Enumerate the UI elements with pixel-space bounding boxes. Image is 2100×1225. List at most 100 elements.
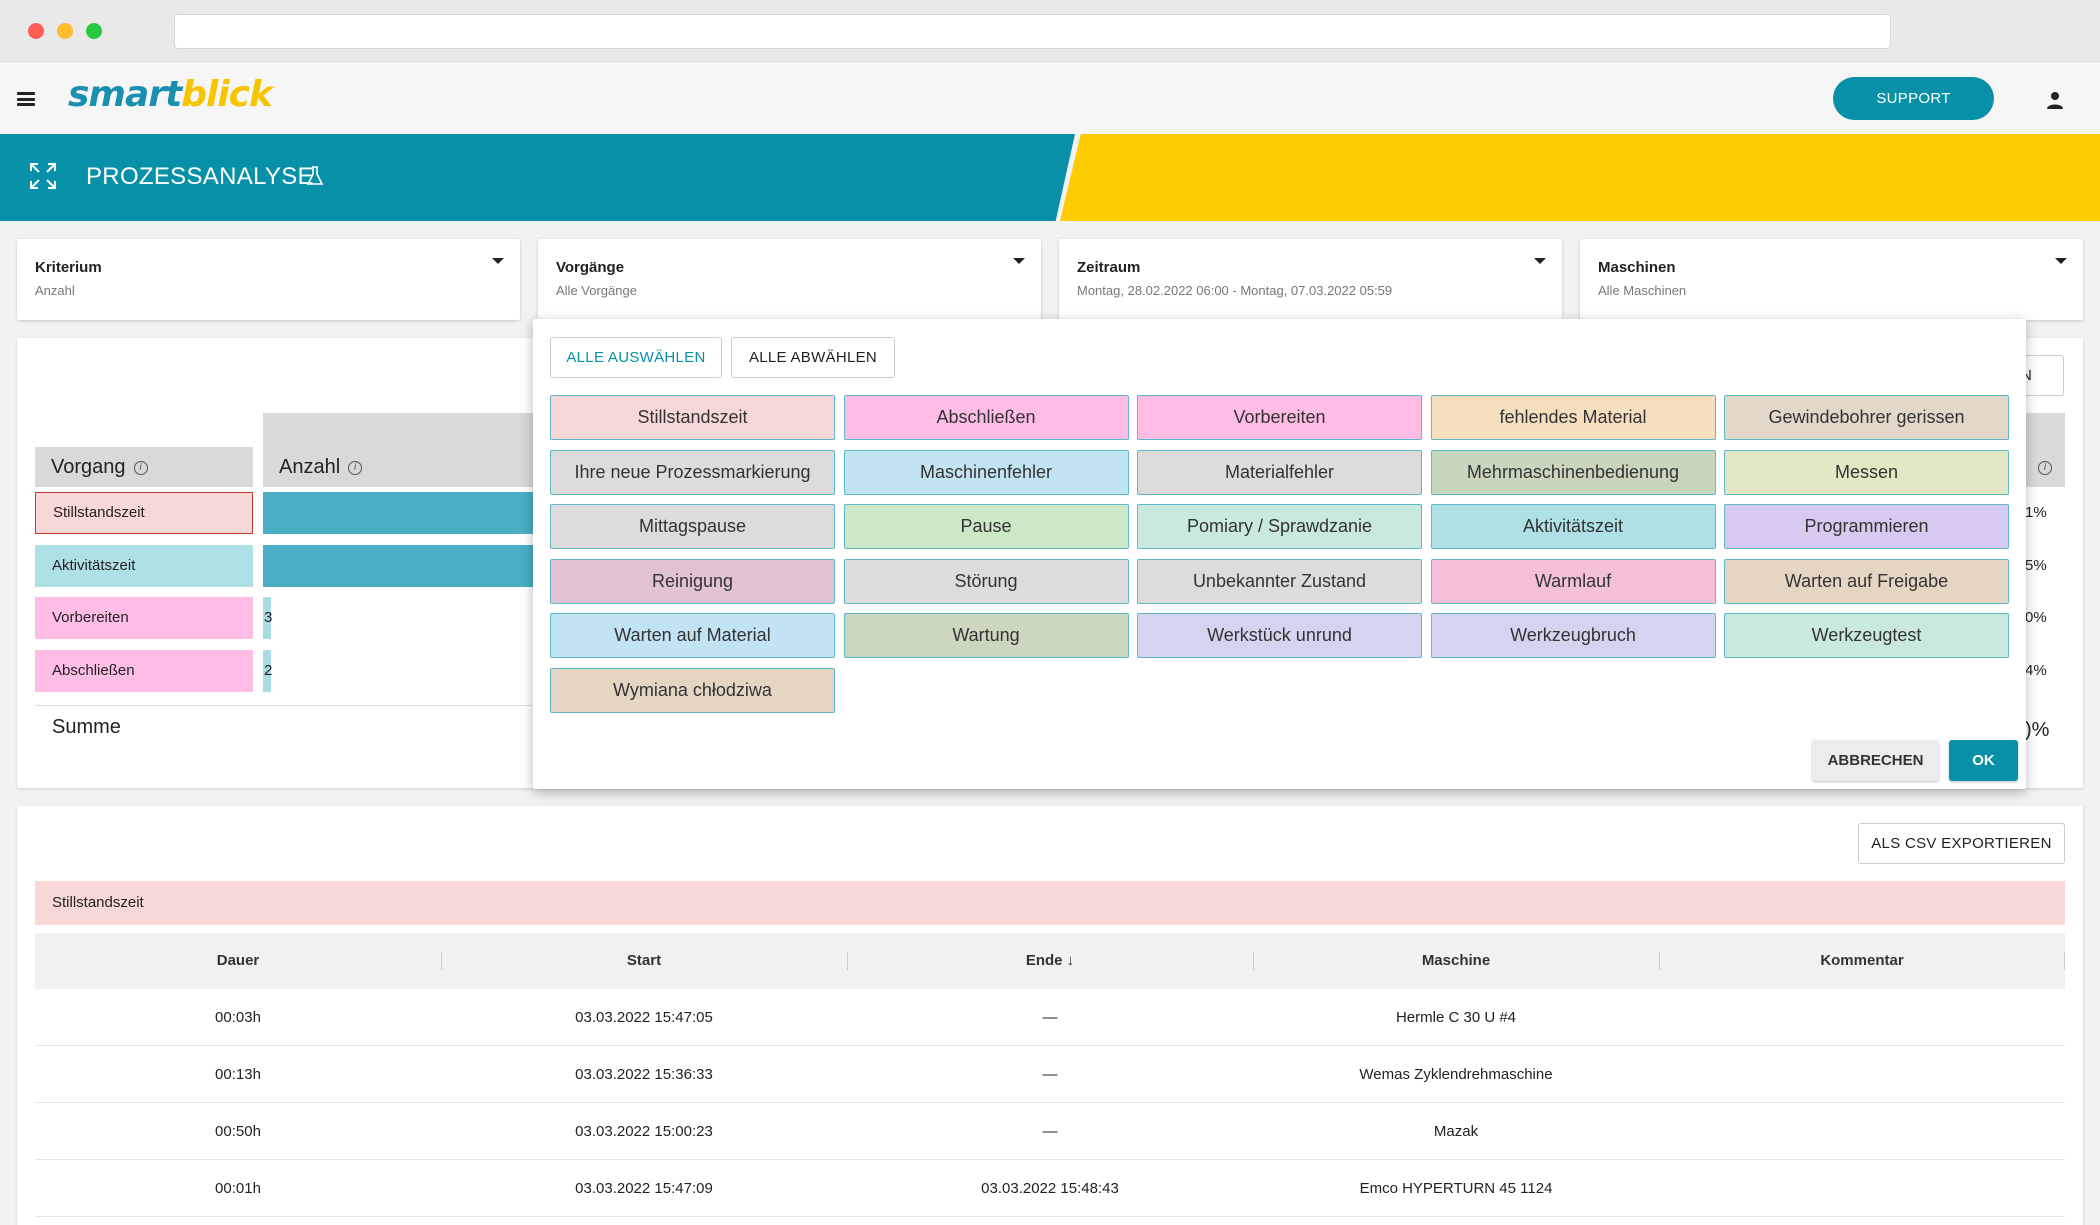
process-chip[interactable]: Programmieren [1724,504,2009,550]
anzahl-column-header: Anzahl i [263,447,543,487]
process-chip[interactable]: Mittagspause [550,504,835,550]
chart-bar [263,545,543,587]
info-icon[interactable]: i [348,460,363,475]
process-chip[interactable]: Materialfehler [1137,449,1422,495]
filter-zeitraum[interactable]: Zeitraum Montag, 28.02.2022 06:00 - Mont… [1059,239,1562,320]
table-row[interactable]: 00:01h 03.03.2022 15:47:09 03.03.2022 15:4… [35,1160,2065,1217]
column-header-kommentar[interactable]: Kommentar [1820,952,1904,969]
export-csv-button[interactable]: ALS CSV EXPORTIEREN [1858,823,2065,864]
table-cell: — [1042,1066,1058,1083]
process-chip[interactable]: Wymiana chłodziwa [550,668,835,713]
process-chip[interactable]: Messen [1724,449,2009,495]
table-row[interactable]: 00:03h 03.03.2022 15:47:05 — Hermle C 30 U … [35,989,2065,1046]
filter-kriterium[interactable]: Kriterium Anzahl [17,239,520,320]
row-percentage: 0% [2025,609,2047,626]
process-chip[interactable]: Warten auf Material [550,613,835,659]
cancel-button[interactable]: ABBRECHEN [1812,740,1939,781]
process-chip[interactable]: Unbekannter Zustand [1137,558,1422,604]
info-icon[interactable]: i [2038,460,2052,475]
process-chip[interactable]: Wartung [843,613,1129,659]
sort-arrow-icon: ↓ [1066,952,1075,969]
browser-chrome [0,0,2100,62]
table-cell: 03.03.2022 15:47:05 [575,1009,713,1026]
process-chip[interactable]: Mehrmaschinenbedienung [1430,449,1716,495]
table-cell [1659,1103,2065,1160]
menu-icon[interactable] [17,92,35,106]
filter-label: Vorgänge [556,259,625,276]
process-chip[interactable]: Werkstück unrund [1137,613,1422,659]
process-chip[interactable]: Gewindebohrer gerissen [1724,395,2009,440]
info-icon[interactable]: i [133,460,148,475]
vorgang-row[interactable]: Vorbereiten [35,597,253,639]
process-chip[interactable]: Warmlauf [1430,558,1716,604]
table-cell: 03.03.2022 15:48:43 [981,1180,1119,1197]
deselect-all-button[interactable]: ALLE ABWÄHLEN [731,337,895,378]
process-chip[interactable]: Maschinenfehler [843,449,1129,495]
filter-value: Montag, 28.02.2022 06:00 - Montag, 07.03… [1077,283,1393,298]
filter-vorgaenge[interactable]: Vorgänge Alle Vorgänge [538,239,1041,320]
process-chip[interactable]: Vorbereiten [1137,395,1422,440]
process-chip[interactable]: Werkzeugbruch [1430,613,1716,659]
table-cell: 00:03h [215,1009,261,1026]
vorgang-row[interactable]: Aktivitätszeit [35,545,253,587]
table-cell: 00:13h [215,1066,261,1083]
process-chip[interactable]: Aktivitätszeit [1430,504,1716,550]
process-chip[interactable]: Warten auf Freigabe [1724,558,2009,604]
maximize-window-button[interactable] [86,23,102,39]
table-cell: — [1042,1123,1058,1140]
column-divider[interactable] [1253,952,1254,970]
minimize-window-button[interactable] [57,23,73,39]
sum-divider [35,705,532,706]
chart-bar [263,597,271,639]
group-header: Stillstandszeit [35,881,2065,925]
column-divider[interactable] [2064,952,2065,970]
process-chip[interactable]: fehlendes Material [1430,395,1716,440]
close-window-button[interactable] [28,23,44,39]
vorgang-row[interactable]: Abschließen [35,650,253,692]
chart-bar [263,492,543,534]
vorgaenge-dropdown-panel: ALLE AUSWÄHLEN ALLE ABWÄHLEN Stillstands… [533,319,2026,789]
column-header-dauer[interactable]: Dauer [216,952,260,969]
table-cell: 00:01h [215,1180,261,1197]
column-divider[interactable] [1659,952,1660,970]
caret-down-icon [2055,258,2067,264]
process-chip[interactable]: Störung [843,558,1129,604]
process-chip[interactable]: Stillstandszeit [550,395,835,440]
vorgang-column-header: Vorgang i [35,447,253,487]
table-cell [1659,989,2065,1046]
table-cell: 03.03.2022 15:47:09 [575,1180,713,1197]
fullscreen-icon[interactable] [29,162,57,190]
support-button[interactable]: SUPPORT [1833,77,1994,120]
table-cell [1659,1160,2065,1217]
title-banner [0,134,1075,221]
table-cell: — [1042,1009,1058,1026]
select-all-button[interactable]: ALLE AUSWÄHLEN [550,337,722,378]
filter-label: Maschinen [1598,259,1676,276]
user-icon[interactable] [2046,91,2064,109]
column-divider[interactable] [847,952,848,970]
table-row[interactable]: 00:13h 03.03.2022 15:36:33 — Wemas Zyklendr… [35,1046,2065,1103]
column-header-maschine[interactable]: Maschine [1421,952,1491,969]
address-bar[interactable] [174,14,1891,49]
bar-value: 3 [264,609,273,626]
process-chip[interactable]: Ihre neue Prozessmarkierung [550,449,835,495]
column-header-start[interactable]: Start [626,952,662,969]
column-header-ende[interactable]: Ende ↓ [1025,952,1075,969]
process-chip[interactable]: Werkzeugtest [1724,613,2009,659]
table-row[interactable]: 00:50h 03.03.2022 15:00:23 — Mazak [35,1103,2065,1160]
smartblick-logo[interactable]: smartblick [68,74,273,115]
table-cell: Wemas Zyklendrehmaschine [1359,1066,1553,1083]
ok-button[interactable]: OK [1949,740,2018,781]
process-chip[interactable]: Pause [843,504,1129,550]
chart-bar [263,650,271,692]
process-chip[interactable]: Reinigung [550,558,835,604]
process-chip[interactable]: Pomiary / Sprawdzanie [1137,504,1422,550]
process-chip[interactable]: Abschließen [843,395,1129,440]
chart-header-top [263,413,543,447]
table-cell: Mazak [1433,1123,1479,1140]
caret-down-icon [1534,258,1546,264]
vorgang-row[interactable]: Stillstandszeit [35,492,253,534]
column-divider[interactable] [441,952,442,970]
filter-maschinen[interactable]: Maschinen Alle Maschinen [1580,239,2083,320]
filter-value: Alle Vorgänge [556,283,637,298]
